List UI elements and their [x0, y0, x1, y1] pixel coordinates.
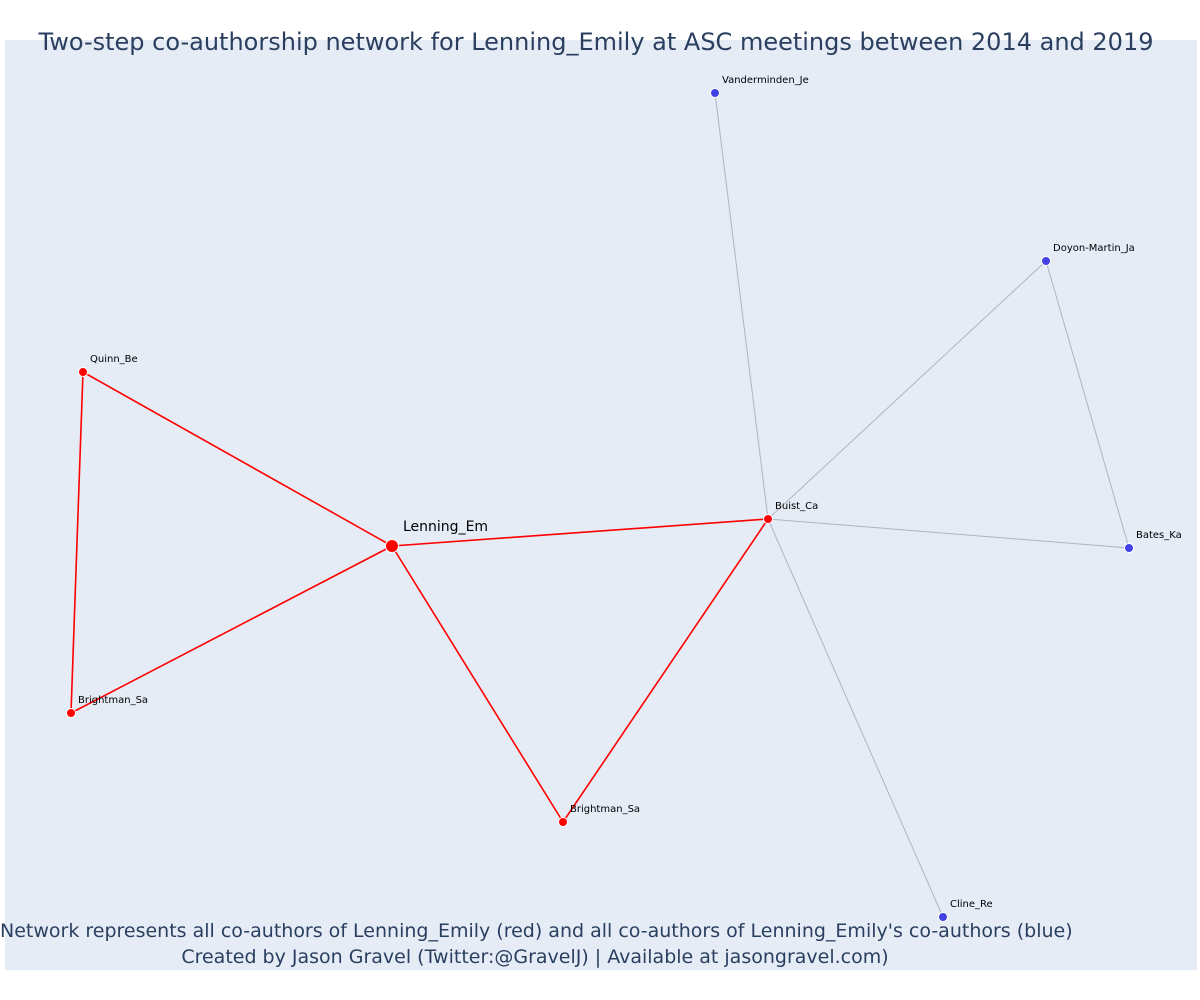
- edge-brightman2-buist: [562, 518, 769, 823]
- node-brightman1[interactable]: [66, 708, 76, 718]
- caption: Network represents all co-authors of Len…: [0, 918, 1073, 970]
- edge-quinn-brightman1: [70, 371, 84, 714]
- caption-line-1: Network represents all co-authors of Len…: [0, 920, 1073, 942]
- node-label-vanderminden: Vanderminden_Je: [722, 75, 809, 86]
- node-label-cline: Cline_Re: [950, 899, 993, 910]
- caption-line-2: Created by Jason Gravel (Twitter:@Gravel…: [181, 946, 889, 968]
- node-label-brightman2: Brightman_Sa: [570, 804, 640, 815]
- node-doyon[interactable]: [1041, 256, 1051, 266]
- node-cline[interactable]: [938, 912, 948, 922]
- edge-doyon-bates: [1045, 260, 1130, 549]
- edge-lenning-brightman1: [70, 545, 393, 714]
- edge-lenning-quinn: [82, 371, 393, 547]
- node-label-bates: Bates_Ka: [1136, 530, 1182, 541]
- edge-buist-bates: [767, 518, 1130, 549]
- node-buist[interactable]: [763, 514, 773, 524]
- node-vanderminden[interactable]: [710, 88, 720, 98]
- node-label-doyon: Doyon-Martin_Ja: [1053, 243, 1135, 254]
- node-lenning[interactable]: [385, 539, 399, 553]
- edge-buist-cline: [767, 518, 944, 918]
- edge-buist-doyon: [767, 260, 1047, 520]
- node-quinn[interactable]: [78, 367, 88, 377]
- node-bates[interactable]: [1124, 543, 1134, 553]
- node-label-quinn: Quinn_Be: [90, 354, 138, 365]
- node-label-brightman1: Brightman_Sa: [78, 695, 148, 706]
- label-layer: Lenning_Em Quinn_Be Brightman_Sa Brightman_…: [78, 75, 1182, 910]
- node-layer: [66, 88, 1134, 922]
- node-label-buist: Buist_Ca: [775, 501, 818, 512]
- plot-area: [5, 40, 1197, 970]
- chart-title: Two-step co-authorship network for Lenni…: [38, 28, 1154, 56]
- node-label-lenning: Lenning_Em: [403, 519, 488, 535]
- edge-layer: [70, 92, 1130, 918]
- edge-lenning-brightman2: [391, 545, 564, 823]
- node-brightman2[interactable]: [558, 817, 568, 827]
- edge-buist-vanderminden: [714, 92, 769, 520]
- edge-lenning-buist: [391, 518, 769, 547]
